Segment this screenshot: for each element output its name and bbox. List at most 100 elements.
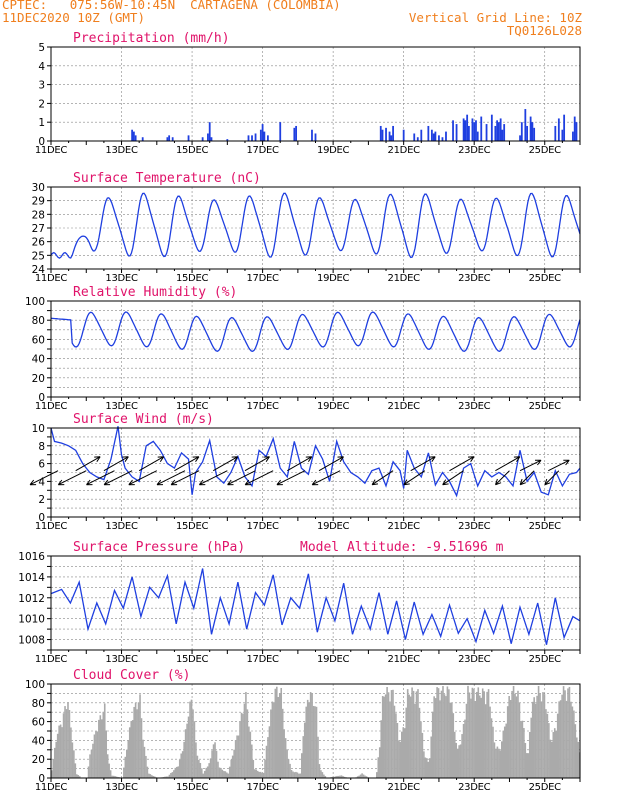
precip-bar xyxy=(311,129,313,141)
cloud-bar xyxy=(515,696,518,778)
cloud-bar xyxy=(267,737,269,778)
panel-frame xyxy=(50,683,581,779)
cloud-bar xyxy=(298,773,300,778)
cloud-bar xyxy=(539,693,541,778)
x-tick-label: 13DEC xyxy=(105,782,138,793)
cloud-bar xyxy=(152,775,155,778)
precip-bar xyxy=(572,131,574,141)
cloud-bar xyxy=(284,738,287,778)
x-tick-label: 21DEC xyxy=(388,782,421,793)
cloud-bar xyxy=(146,766,149,778)
cloud-bar xyxy=(540,701,543,778)
precip-bar xyxy=(420,129,423,141)
cloud-bar xyxy=(417,689,419,778)
y-tick-label: 20 xyxy=(32,754,45,766)
cloud-bar xyxy=(517,690,519,778)
y-tick-label: 3 xyxy=(38,80,45,92)
cloud-bar xyxy=(405,707,408,778)
y-tick-label: 0 xyxy=(38,392,45,404)
cloud-bar xyxy=(431,711,434,778)
cloud-bar xyxy=(62,713,65,778)
cloud-bar xyxy=(168,774,171,778)
cloud-bar xyxy=(567,688,569,778)
wind-vector-arrow xyxy=(138,456,165,472)
cloud-bar xyxy=(461,734,463,778)
cloud-bar xyxy=(301,753,303,778)
precip-bar xyxy=(503,124,506,141)
y-tick-label: 6 xyxy=(38,459,45,471)
cloud-bar xyxy=(274,688,277,778)
precip-bar xyxy=(575,122,578,141)
wind-vector-arrow xyxy=(212,456,239,472)
panel-precip: 0 1 2 3 4 5 11DEC 13DEC 15DEC 17DEC 19DEC 21DEC 23DE… xyxy=(35,31,581,156)
cloud-bar xyxy=(459,744,462,778)
y-tick-label: 0 xyxy=(38,136,45,148)
grid-wind xyxy=(51,428,580,517)
x-tick-label: 21DEC xyxy=(388,521,421,532)
cloud-bar xyxy=(436,687,438,778)
x-tick-label: 25DEC xyxy=(529,654,562,665)
wind-vector-arrow xyxy=(519,470,535,486)
cloud-bar xyxy=(484,704,487,778)
cloud-bar xyxy=(309,692,312,778)
cloud-bar xyxy=(408,694,410,778)
x-tick-label: 23DEC xyxy=(458,654,491,665)
precip-bar xyxy=(480,116,483,141)
cloud-bar xyxy=(467,685,469,778)
precip-bar xyxy=(496,120,499,141)
cloud-bar xyxy=(214,742,216,778)
cloud-bar xyxy=(292,771,294,778)
cloud-bar xyxy=(317,736,319,778)
cloud-bar xyxy=(296,772,299,778)
cloud-bar xyxy=(109,770,112,778)
cloud-bar xyxy=(271,701,274,778)
precip-bar xyxy=(468,125,470,141)
cloud-bar xyxy=(520,721,522,778)
cloud-bar xyxy=(278,693,281,778)
x-tick-label: 21DEC xyxy=(388,654,421,665)
precip-bar xyxy=(381,129,384,141)
cloud-bar xyxy=(530,717,533,778)
cloud-bar xyxy=(102,711,105,778)
precip-bar xyxy=(499,118,502,141)
cloud-bar xyxy=(562,686,565,778)
cloud-bar xyxy=(487,689,490,778)
cloud-bar xyxy=(243,703,246,778)
x-tick-label: 15DEC xyxy=(176,401,209,412)
precip-bar xyxy=(557,118,560,141)
precip-bar xyxy=(379,125,382,141)
cloud-bar xyxy=(220,767,222,778)
cloud-bar xyxy=(446,686,449,778)
cloud-bar xyxy=(251,744,253,778)
cloud-bar xyxy=(537,685,540,778)
cloud-bar xyxy=(59,724,62,778)
cloud-bar xyxy=(545,709,547,778)
panel-title-pres: Surface Pressure (hPa) xyxy=(73,540,245,555)
precip-bar xyxy=(168,135,171,141)
cloud-bar xyxy=(198,759,200,778)
cloud-bar xyxy=(237,735,240,778)
cloud-bar xyxy=(106,754,109,778)
x-tick-label: 15DEC xyxy=(176,521,209,532)
chart-header: CPTEC: 075:56W-10:45N CARTAGENA (COLOMBI… xyxy=(0,0,618,46)
cloud-bar xyxy=(65,709,68,778)
cloud-bar xyxy=(140,718,143,778)
cloud-bar xyxy=(418,707,421,778)
x-tick-label: 25DEC xyxy=(529,145,562,156)
precip-bar xyxy=(526,125,528,141)
cloud-bar xyxy=(559,700,562,778)
cloud-bar xyxy=(576,737,578,778)
cloud-bar xyxy=(384,694,387,778)
y-tick-label: 29 xyxy=(32,196,45,208)
x-tick-label: 21DEC xyxy=(388,145,421,156)
wind-vector-arrow xyxy=(544,470,560,486)
cloud-bar xyxy=(190,699,193,778)
cloud-bar xyxy=(534,703,537,778)
cloud-bar xyxy=(239,721,241,778)
wind-vector-arrow xyxy=(174,456,200,472)
cloud-bar xyxy=(196,755,199,778)
cloud-bar xyxy=(286,749,288,778)
cloud-bar xyxy=(223,771,225,778)
cloud-bar xyxy=(433,696,435,778)
cloud-bar xyxy=(133,706,135,778)
